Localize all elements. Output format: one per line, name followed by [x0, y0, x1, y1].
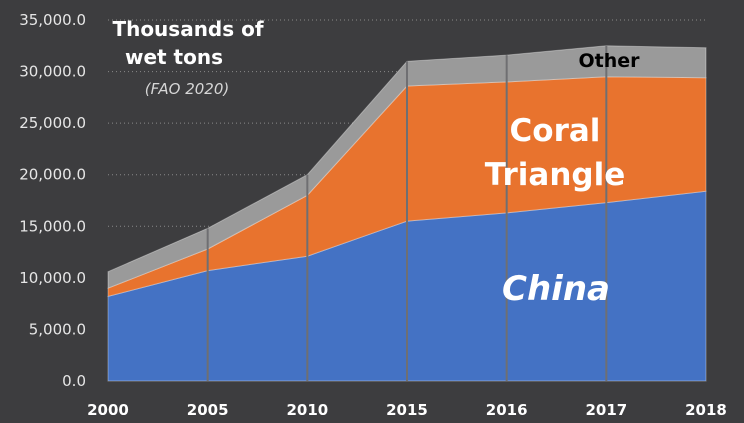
x-tick-label: 2000 — [87, 401, 129, 419]
x-tick-label: 2016 — [486, 401, 528, 419]
series-label-other: Other — [578, 50, 640, 72]
chart-title-line-2: wet tons — [125, 45, 223, 69]
series-label-coral-triangle-line-2: Triangle — [485, 157, 625, 193]
y-axis-ticks: 0.0 5,000.0 10,000.0 15,000.0 20,000.0 25,000… — [19, 11, 86, 390]
y-tick-label: 5,000.0 — [29, 320, 86, 338]
x-axis-ticks: 2000 2005 2010 2015 2016 2017 2018 — [87, 401, 727, 419]
chart-subtitle: (FAO 2020) — [145, 80, 229, 98]
series-label-coral-triangle-line-1: Coral — [510, 113, 601, 149]
category-dividers — [206, 45, 608, 381]
x-tick-label: 2018 — [685, 401, 727, 419]
chart-title-line-1: Thousands of — [112, 17, 263, 41]
x-tick-label: 2015 — [386, 401, 428, 419]
series-label-china: China — [502, 269, 610, 309]
y-tick-label: 35,000.0 — [19, 11, 86, 29]
area-other — [107, 45, 707, 289]
y-tick-label: 20,000.0 — [19, 166, 86, 184]
y-tick-label: 30,000.0 — [19, 63, 86, 81]
x-tick-label: 2017 — [585, 401, 627, 419]
y-tick-label: 15,000.0 — [19, 217, 86, 235]
x-tick-label: 2010 — [286, 401, 328, 419]
y-tick-label: 10,000.0 — [19, 269, 86, 287]
y-tick-label: 25,000.0 — [19, 114, 86, 132]
x-tick-label: 2005 — [187, 401, 229, 419]
y-tick-label: 0.0 — [62, 372, 86, 390]
